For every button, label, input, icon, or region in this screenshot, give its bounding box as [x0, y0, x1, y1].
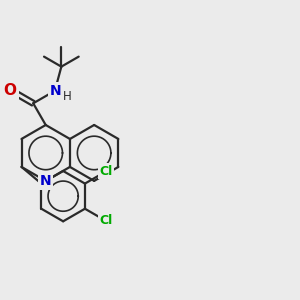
Text: O: O: [4, 83, 16, 98]
Text: H: H: [63, 90, 72, 103]
Text: Cl: Cl: [100, 165, 113, 178]
Text: N: N: [50, 84, 61, 98]
Text: Cl: Cl: [100, 214, 113, 227]
Text: N: N: [40, 174, 52, 188]
